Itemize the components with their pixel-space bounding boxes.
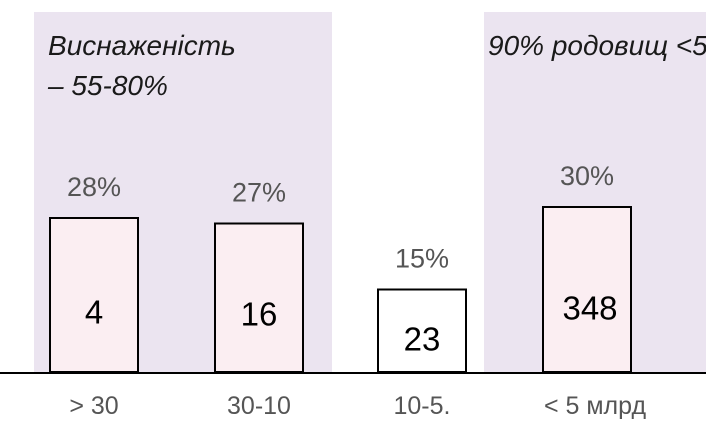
annotation-depletion: Виснаженість – 55-80% [48, 30, 236, 101]
bar [214, 222, 304, 373]
annotation-small-fields: 90% родовищ <5 млрд.м3 [488, 30, 706, 61]
percent-label: 15% [395, 244, 449, 274]
percent-label: 30% [560, 161, 614, 191]
count-label: 23 [404, 321, 441, 358]
count-label: 4 [85, 293, 103, 330]
tick-label: 10-5. [394, 392, 451, 420]
bar [542, 206, 632, 373]
count-label: 348 [562, 289, 617, 326]
percent-label: 27% [232, 178, 286, 208]
bar [377, 288, 467, 373]
percent-label: 28% [67, 172, 121, 202]
tick-label: > 30 [69, 392, 118, 420]
bar [49, 217, 139, 373]
tick-label: 30-10 [227, 392, 291, 420]
tick-label: < 5 млрд [544, 392, 647, 420]
count-label: 16 [241, 296, 278, 333]
